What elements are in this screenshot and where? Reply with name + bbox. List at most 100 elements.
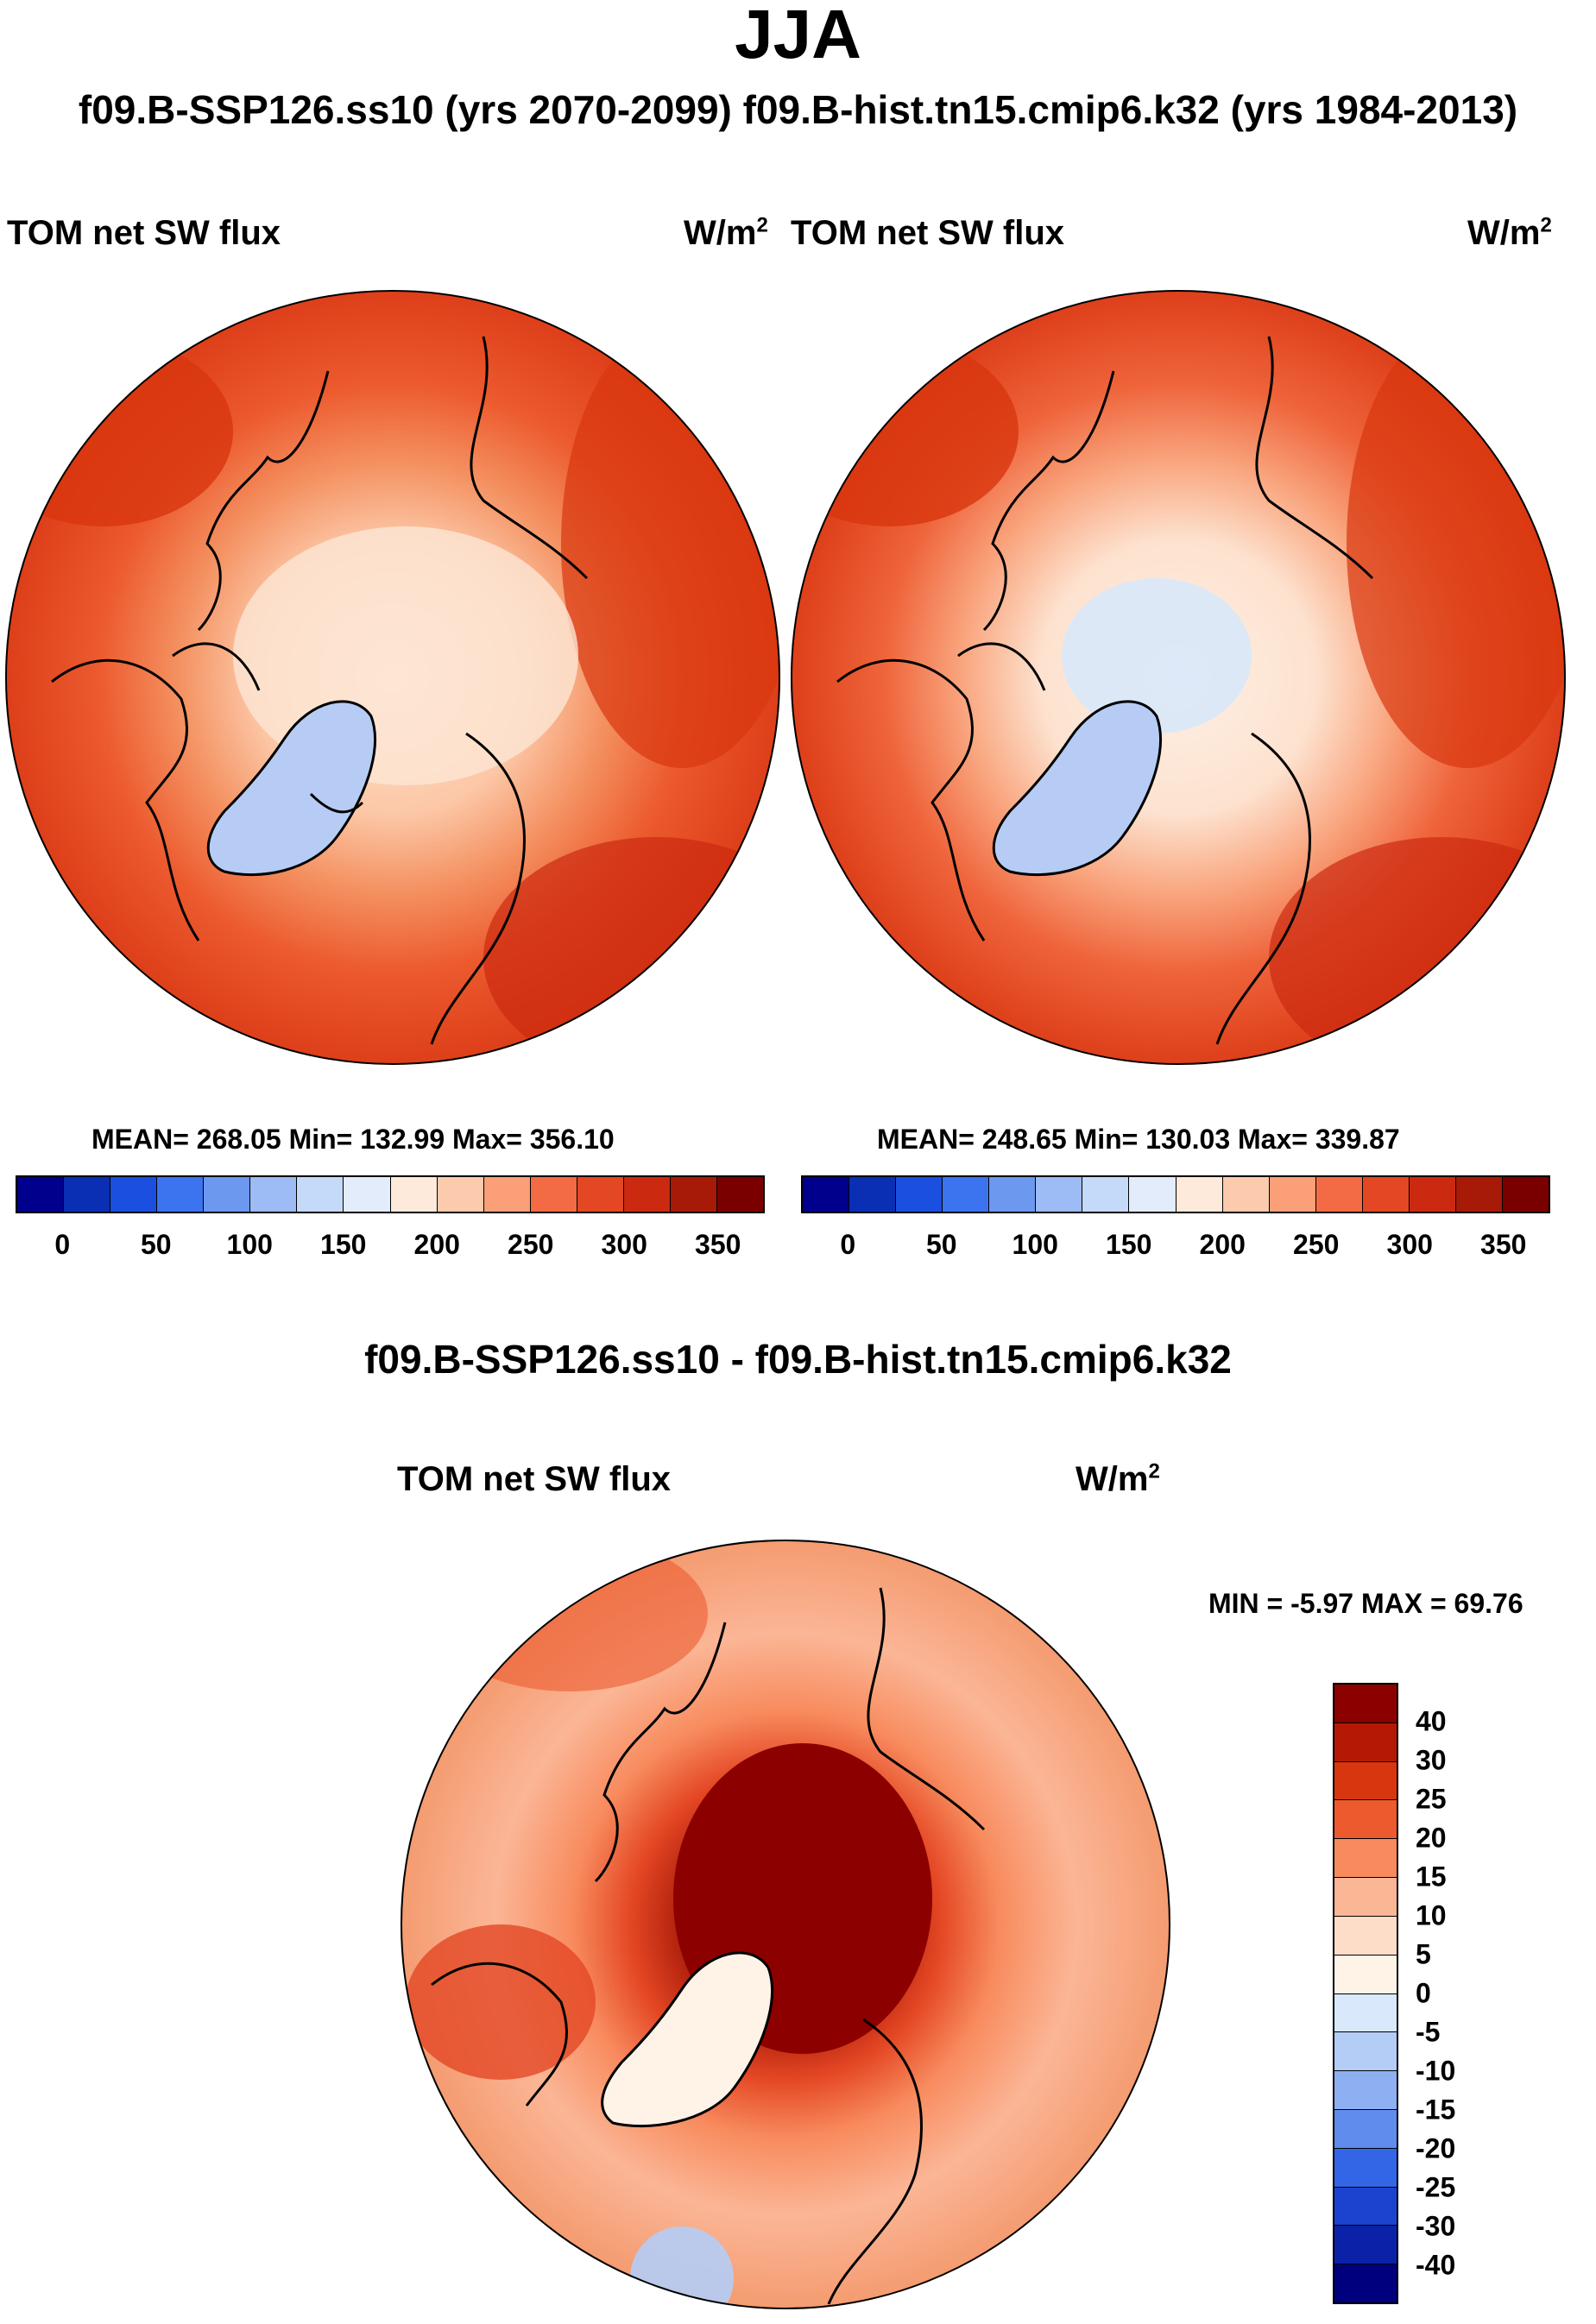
colorbar-tick-label: 100 bbox=[1012, 1229, 1058, 1260]
colorbar-tick-label: 200 bbox=[413, 1229, 460, 1260]
right-stats: MEAN= 248.65 Min= 130.03 Max= 339.87 bbox=[877, 1124, 1400, 1155]
colorbar-swatch bbox=[17, 1177, 65, 1212]
diff-title: f09.B-SSP126.ss10 - f09.B-hist.tn15.cmip… bbox=[364, 1337, 1232, 1382]
colorbar-tick-label: 20 bbox=[1416, 1822, 1447, 1854]
colorbar-swatch bbox=[849, 1177, 897, 1212]
colorbar-tick-label: 25 bbox=[1416, 1783, 1447, 1815]
colorbar-swatch bbox=[344, 1177, 391, 1212]
colorbar-swatch bbox=[1502, 1177, 1549, 1212]
colorbar-swatch bbox=[670, 1177, 717, 1212]
colorbar-swatch bbox=[390, 1177, 438, 1212]
colorbar-swatch bbox=[110, 1177, 158, 1212]
colorbar-swatch bbox=[1334, 2264, 1397, 2302]
colorbar-swatch bbox=[1334, 2109, 1397, 2149]
colorbar-tick-label: 0 bbox=[54, 1229, 71, 1260]
colorbar-swatch bbox=[1334, 1839, 1397, 1879]
colorbar-swatch bbox=[1334, 2071, 1397, 2110]
colorbar-swatch bbox=[64, 1177, 111, 1212]
colorbar-swatch bbox=[1334, 2187, 1397, 2226]
colorbar-tick-label: 150 bbox=[1106, 1229, 1152, 1260]
colorbar-swatch bbox=[623, 1177, 671, 1212]
colorbar-swatch bbox=[1455, 1177, 1503, 1212]
colorbar-swatch bbox=[577, 1177, 624, 1212]
right-colorbar bbox=[801, 1175, 1550, 1213]
colorbar-tick-label: 0 bbox=[840, 1229, 856, 1260]
colorbar-swatch bbox=[1409, 1177, 1456, 1212]
diff-units-label: W/m2 bbox=[1076, 1459, 1160, 1498]
colorbar-swatch bbox=[989, 1177, 1037, 1212]
colorbar-tick-label: -15 bbox=[1416, 2094, 1456, 2126]
colorbar-tick-label: 10 bbox=[1416, 1899, 1447, 1931]
colorbar-swatch bbox=[1334, 1800, 1397, 1840]
diff-colorbar bbox=[1333, 1683, 1398, 2304]
colorbar-swatch bbox=[1334, 2226, 1397, 2265]
left-stats: MEAN= 268.05 Min= 132.99 Max= 356.10 bbox=[91, 1124, 615, 1155]
colorbar-swatch bbox=[896, 1177, 943, 1212]
colorbar-swatch bbox=[204, 1177, 251, 1212]
colorbar-tick-label: -10 bbox=[1416, 2055, 1456, 2087]
colorbar-swatch bbox=[1334, 1685, 1397, 1723]
left-polar-map bbox=[5, 290, 780, 1065]
diff-variable-label: TOM net SW flux bbox=[397, 1460, 672, 1498]
colorbar-tick-label: 300 bbox=[1386, 1229, 1433, 1260]
colorbar-tick-label: 50 bbox=[925, 1229, 957, 1260]
colorbar-swatch bbox=[1222, 1177, 1270, 1212]
colorbar-tick-label: -30 bbox=[1416, 2210, 1456, 2242]
right-colorbar-ticks: 0 50 100 150 200 250 300 350 bbox=[801, 1229, 1550, 1263]
right-units-label: W/m2 bbox=[1467, 213, 1552, 252]
colorbar-swatch bbox=[1334, 1878, 1397, 1917]
colorbar-tick-label: 40 bbox=[1416, 1705, 1447, 1737]
colorbar-tick-label: 100 bbox=[226, 1229, 273, 1260]
colorbar-swatch bbox=[716, 1177, 763, 1212]
colorbar-tick-label: 30 bbox=[1416, 1744, 1447, 1776]
figure-subtitle: f09.B-SSP126.ss10 (yrs 2070-2099) f09.B-… bbox=[78, 87, 1518, 132]
colorbar-tick-label: -40 bbox=[1416, 2249, 1456, 2281]
colorbar-tick-label: 250 bbox=[508, 1229, 554, 1260]
colorbar-tick-label: 15 bbox=[1416, 1861, 1447, 1893]
colorbar-tick-label: -5 bbox=[1416, 2016, 1441, 2048]
colorbar-swatch bbox=[530, 1177, 577, 1212]
colorbar-swatch bbox=[1362, 1177, 1410, 1212]
colorbar-tick-label: 350 bbox=[1480, 1229, 1527, 1260]
left-variable-label: TOM net SW flux bbox=[7, 214, 281, 252]
colorbar-swatch bbox=[437, 1177, 484, 1212]
colorbar-swatch bbox=[803, 1177, 850, 1212]
colorbar-swatch bbox=[943, 1177, 990, 1212]
colorbar-swatch bbox=[1334, 1723, 1397, 1762]
diff-polar-map bbox=[401, 1540, 1170, 2309]
colorbar-tick-label: 5 bbox=[1416, 1938, 1431, 1970]
colorbar-tick-label: 350 bbox=[695, 1229, 741, 1260]
colorbar-swatch bbox=[1334, 1993, 1397, 2033]
right-variable-label: TOM net SW flux bbox=[791, 214, 1065, 252]
colorbar-tick-label: -20 bbox=[1416, 2132, 1456, 2164]
left-units-label: W/m2 bbox=[684, 213, 768, 252]
diff-minmax: MIN = -5.97 MAX = 69.76 bbox=[1208, 1588, 1523, 1619]
colorbar-swatch bbox=[1036, 1177, 1083, 1212]
colorbar-tick-label: 150 bbox=[320, 1229, 367, 1260]
colorbar-swatch bbox=[297, 1177, 344, 1212]
colorbar-tick-label: -25 bbox=[1416, 2171, 1456, 2203]
colorbar-swatch bbox=[250, 1177, 298, 1212]
colorbar-swatch bbox=[1334, 2032, 1397, 2072]
colorbar-tick-label: 50 bbox=[140, 1229, 172, 1260]
colorbar-swatch bbox=[483, 1177, 531, 1212]
colorbar-swatch bbox=[1315, 1177, 1363, 1212]
left-colorbar-ticks: 0 50 100 150 200 250 300 350 bbox=[16, 1229, 765, 1263]
right-polar-map bbox=[791, 290, 1566, 1065]
colorbar-swatch bbox=[157, 1177, 205, 1212]
colorbar-swatch bbox=[1334, 1916, 1397, 1956]
figure-title: JJA bbox=[735, 0, 861, 72]
colorbar-swatch bbox=[1334, 1955, 1397, 1994]
colorbar-tick-label: 250 bbox=[1293, 1229, 1340, 1260]
colorbar-swatch bbox=[1334, 2148, 1397, 2188]
colorbar-swatch bbox=[1334, 1761, 1397, 1801]
left-colorbar bbox=[16, 1175, 765, 1213]
diff-colorbar-ticks: 40 30 25 20 15 10 5 0 -5 -10 -15 -20 -25 -30 -40 bbox=[1416, 1683, 1493, 2304]
colorbar-swatch bbox=[1269, 1177, 1316, 1212]
colorbar-swatch bbox=[1129, 1177, 1176, 1212]
colorbar-swatch bbox=[1082, 1177, 1130, 1212]
colorbar-tick-label: 0 bbox=[1416, 1977, 1431, 2009]
colorbar-tick-label: 200 bbox=[1199, 1229, 1246, 1260]
colorbar-tick-label: 300 bbox=[601, 1229, 647, 1260]
colorbar-swatch bbox=[1176, 1177, 1223, 1212]
